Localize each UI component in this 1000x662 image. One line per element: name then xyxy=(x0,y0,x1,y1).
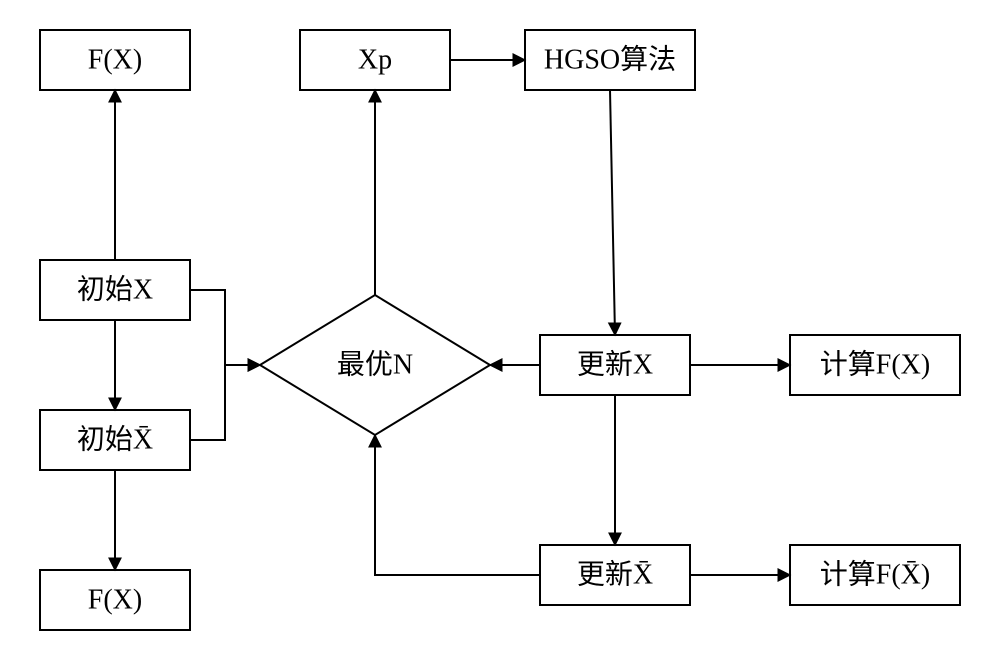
edge xyxy=(610,90,615,335)
node-init-x: 初始X xyxy=(40,260,190,320)
label-update-xbar: 更新X̄ xyxy=(577,558,653,590)
node-calc-fxbar: 计算F(X̄) xyxy=(790,545,960,605)
node-calc-fx: 计算F(X) xyxy=(790,335,960,395)
node-update-xbar: 更新X̄ xyxy=(540,545,690,605)
label-fx-bottom: F(X) xyxy=(88,584,142,615)
edges xyxy=(115,60,790,575)
label-hgso: HGSO算法 xyxy=(544,43,676,75)
label-fx-top: F(X) xyxy=(88,44,142,75)
node-init-xbar: 初始X̄ xyxy=(40,410,190,470)
node-fx-top: F(X) xyxy=(40,30,190,90)
node-xp: Xp xyxy=(300,30,450,90)
edge xyxy=(190,365,260,440)
label-best-n: 最优N xyxy=(337,348,413,380)
label-init-xbar: 初始X̄ xyxy=(77,423,153,455)
edge xyxy=(190,290,260,365)
label-calc-fx: 计算F(X) xyxy=(820,348,930,380)
label-update-x: 更新X xyxy=(577,348,653,380)
node-fx-bottom: F(X) xyxy=(40,570,190,630)
node-hgso: HGSO算法 xyxy=(525,30,695,90)
node-best-n: 最优N xyxy=(260,295,490,435)
node-update-x: 更新X xyxy=(540,335,690,395)
edge xyxy=(375,435,540,575)
label-init-x: 初始X xyxy=(77,273,153,305)
label-calc-fxbar: 计算F(X̄) xyxy=(820,558,930,590)
label-xp: Xp xyxy=(358,44,392,75)
